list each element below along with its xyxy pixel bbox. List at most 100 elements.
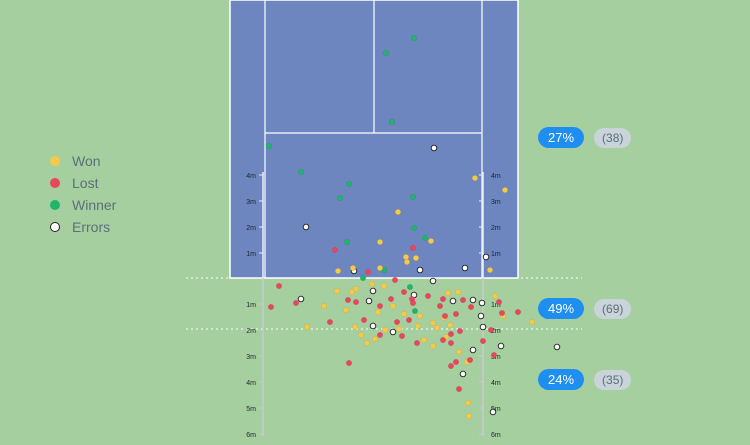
error-shot-dot xyxy=(461,264,469,272)
won-shot-dot xyxy=(492,293,499,300)
lost-shot-dot xyxy=(377,332,384,339)
lost-shot-dot xyxy=(332,246,339,253)
lost-shot-dot xyxy=(346,360,353,367)
lost-shot-dot xyxy=(453,311,460,318)
won-shot-dot xyxy=(465,400,472,407)
errors-dot-icon xyxy=(50,222,60,232)
lost-shot-dot xyxy=(448,331,455,338)
zone-count-badge: (35) xyxy=(594,369,632,390)
ruler-label: 6m xyxy=(491,432,501,439)
legend-label: Lost xyxy=(72,175,99,191)
lost-shot-dot xyxy=(440,296,447,303)
winner-shot-dot xyxy=(266,142,273,149)
lost-shot-dot xyxy=(488,327,495,334)
lost-shot-dot xyxy=(460,297,467,304)
error-shot-dot xyxy=(369,287,377,295)
won-dot-icon xyxy=(50,156,60,166)
legend-item-winner: Winner xyxy=(50,194,116,216)
zone-stat-deep: 27% (38) xyxy=(538,127,632,148)
ruler-label: 4m xyxy=(491,380,501,387)
error-shot-dot xyxy=(369,322,377,330)
won-shot-dot xyxy=(352,324,359,331)
winner-shot-dot xyxy=(298,168,305,175)
won-shot-dot xyxy=(401,311,408,318)
lost-shot-dot xyxy=(456,386,463,393)
error-shot-dot xyxy=(365,297,373,305)
lost-shot-dot xyxy=(401,289,408,296)
lost-shot-dot xyxy=(425,293,432,300)
lost-shot-dot xyxy=(440,337,447,344)
zone-percent-badge: 49% xyxy=(538,298,585,319)
error-shot-dot xyxy=(477,312,485,320)
ruler-label: 6m xyxy=(246,432,256,439)
won-shot-dot xyxy=(472,174,479,181)
error-shot-dot xyxy=(489,408,497,416)
legend-item-won: Won xyxy=(50,150,116,172)
won-shot-dot xyxy=(502,186,509,193)
error-shot-dot xyxy=(469,296,477,304)
error-shot-dot xyxy=(429,277,437,285)
winner-shot-dot xyxy=(422,234,429,241)
won-shot-dot xyxy=(396,326,403,333)
ruler-label: 3m xyxy=(246,354,256,361)
ruler-label: 2m xyxy=(491,225,501,232)
legend-label: Won xyxy=(72,153,101,169)
winner-shot-dot xyxy=(407,284,414,291)
won-shot-dot xyxy=(377,265,384,272)
lost-shot-dot xyxy=(361,317,368,324)
lost-shot-dot xyxy=(377,303,384,310)
won-shot-dot xyxy=(447,322,454,329)
ruler-label: 4m xyxy=(246,173,256,180)
ruler-label: 3m xyxy=(491,199,501,206)
error-shot-dot xyxy=(459,370,467,378)
lost-shot-dot xyxy=(293,300,300,307)
error-shot-dot xyxy=(416,266,424,274)
error-shot-dot xyxy=(478,299,486,307)
lost-dot-icon xyxy=(50,178,60,188)
error-shot-dot xyxy=(449,297,457,305)
lost-shot-dot xyxy=(515,309,522,316)
lost-shot-dot xyxy=(499,310,506,317)
winner-shot-dot xyxy=(344,238,351,245)
lost-shot-dot xyxy=(414,340,421,347)
lost-shot-dot xyxy=(437,303,444,310)
ruler-label: 1m xyxy=(246,302,256,309)
winner-shot-dot xyxy=(411,224,418,231)
ruler-label: 5m xyxy=(246,406,256,413)
legend: Won Lost Winner Errors xyxy=(50,150,116,238)
zone-count-badge: (38) xyxy=(594,127,632,148)
lost-shot-dot xyxy=(406,317,413,324)
legend-item-lost: Lost xyxy=(50,172,116,194)
won-shot-dot xyxy=(377,238,384,245)
won-shot-dot xyxy=(358,332,365,339)
won-shot-dot xyxy=(335,268,342,275)
won-shot-dot xyxy=(350,265,357,272)
shot-dots xyxy=(266,35,561,420)
lost-shot-dot xyxy=(410,300,417,307)
lost-shot-dot xyxy=(268,304,275,311)
lost-shot-dot xyxy=(453,359,460,366)
lost-shot-dot xyxy=(442,313,449,320)
won-shot-dot xyxy=(382,327,389,334)
won-shot-dot xyxy=(390,303,397,310)
ruler-label: 2m xyxy=(246,225,256,232)
won-shot-dot xyxy=(395,208,402,215)
winner-shot-dot xyxy=(411,35,418,42)
winner-shot-dot xyxy=(410,193,417,200)
won-shot-dot xyxy=(421,337,428,344)
ruler-label: 1m xyxy=(491,302,501,309)
legend-item-errors: Errors xyxy=(50,216,116,238)
lost-shot-dot xyxy=(394,319,401,326)
won-shot-dot xyxy=(487,267,494,274)
won-shot-dot xyxy=(372,336,379,343)
zone-stat-short: 24% (35) xyxy=(538,369,632,390)
won-shot-dot xyxy=(353,286,360,293)
won-shot-dot xyxy=(403,253,410,260)
zone-count-badge: (69) xyxy=(594,298,632,319)
won-shot-dot xyxy=(456,349,463,356)
winner-shot-dot xyxy=(389,118,396,125)
lost-shot-dot xyxy=(388,296,395,303)
lost-shot-dot xyxy=(467,357,474,364)
legend-label: Winner xyxy=(72,197,117,213)
